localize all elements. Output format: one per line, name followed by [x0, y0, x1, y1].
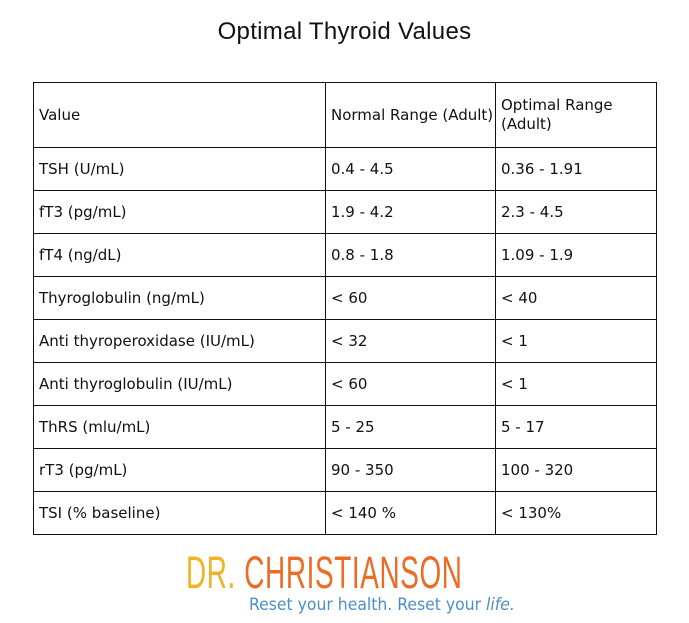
cell-normal-range: 1.9 - 4.2 — [325, 190, 496, 234]
cell-value: ThRS (mlu/mL) — [33, 405, 326, 449]
table-row: ThRS (mlu/mL) 5 - 25 5 - 17 — [33, 405, 657, 449]
cell-value: fT4 (ng/dL) — [33, 233, 326, 277]
logo-name: CHRISTIANSON — [244, 547, 463, 598]
logo-dr: DR. — [186, 547, 236, 598]
header-optimal-range: Optimal Range (Adult) — [495, 82, 657, 148]
logo-tagline: Reset your health. Reset your life. — [249, 595, 515, 615]
page-title: Optimal Thyroid Values — [217, 18, 472, 45]
table-row: fT3 (pg/mL) 1.9 - 4.2 2.3 - 4.5 — [33, 190, 657, 234]
cell-value: Anti thyroperoxidase (IU/mL) — [33, 319, 326, 363]
cell-optimal-range: < 130% — [495, 491, 657, 535]
cell-normal-range: < 140 % — [325, 491, 496, 535]
table-header-row: Value Normal Range (Adult) Optimal Range… — [33, 82, 657, 148]
cell-normal-range: < 32 — [325, 319, 496, 363]
logo: DR. CHRISTIANSON — [186, 550, 516, 595]
cell-normal-range: < 60 — [325, 362, 496, 406]
cell-value: TSH (U/mL) — [33, 147, 326, 191]
cell-value: TSI (% baseline) — [33, 491, 326, 535]
cell-value: Anti thyroglobulin (IU/mL) — [33, 362, 326, 406]
cell-optimal-range: 2.3 - 4.5 — [495, 190, 657, 234]
cell-optimal-range: 1.09 - 1.9 — [495, 233, 657, 277]
cell-normal-range: 0.8 - 1.8 — [325, 233, 496, 277]
table-row: fT4 (ng/dL) 0.8 - 1.8 1.09 - 1.9 — [33, 233, 657, 277]
cell-optimal-range: 100 - 320 — [495, 448, 657, 492]
table-row: Thyroglobulin (ng/mL) < 60 < 40 — [33, 276, 657, 320]
table-row: rT3 (pg/mL) 90 - 350 100 - 320 — [33, 448, 657, 492]
cell-value: fT3 (pg/mL) — [33, 190, 326, 234]
header-value: Value — [33, 82, 326, 148]
tagline-text: Reset your health. Reset your — [249, 595, 487, 615]
table-row: Anti thyroperoxidase (IU/mL) < 32 < 1 — [33, 319, 657, 363]
cell-normal-range: 5 - 25 — [325, 405, 496, 449]
cell-value: Thyroglobulin (ng/mL) — [33, 276, 326, 320]
cell-normal-range: 90 - 350 — [325, 448, 496, 492]
tagline-emphasis: life. — [486, 595, 515, 615]
cell-optimal-range: < 40 — [495, 276, 657, 320]
cell-normal-range: < 60 — [325, 276, 496, 320]
cell-optimal-range: < 1 — [495, 362, 657, 406]
table-row: TSI (% baseline) < 140 % < 130% — [33, 491, 657, 535]
table-row: Anti thyroglobulin (IU/mL) < 60 < 1 — [33, 362, 657, 406]
thyroid-values-table: Value Normal Range (Adult) Optimal Range… — [33, 82, 657, 535]
cell-optimal-range: < 1 — [495, 319, 657, 363]
cell-optimal-range: 5 - 17 — [495, 405, 657, 449]
cell-normal-range: 0.4 - 4.5 — [325, 147, 496, 191]
cell-optimal-range: 0.36 - 1.91 — [495, 147, 657, 191]
header-normal-range: Normal Range (Adult) — [325, 82, 496, 148]
cell-value: rT3 (pg/mL) — [33, 448, 326, 492]
table-row: TSH (U/mL) 0.4 - 4.5 0.36 - 1.91 — [33, 147, 657, 191]
